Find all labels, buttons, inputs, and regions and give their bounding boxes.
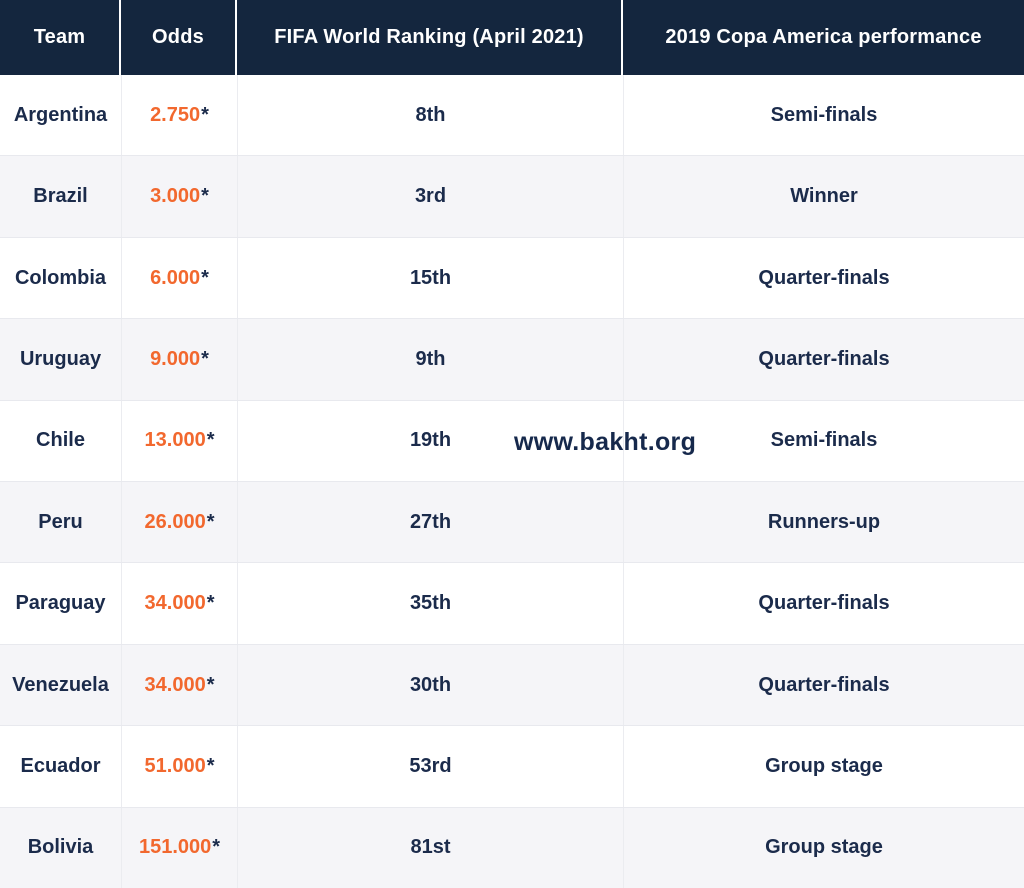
odds-value: 9.000 — [150, 347, 201, 370]
team-cell: Paraguay — [15, 592, 106, 615]
odds-value: 151.000 — [138, 836, 212, 859]
table-row-chile: Chile 13.000 * 19th Semi-finals — [0, 400, 1024, 483]
odds-asterisk: * — [206, 754, 215, 777]
table-row-colombia: Colombia 6.000 * 15th Quarter-finals — [0, 237, 1024, 320]
odds-cell: 34.000 * — [121, 644, 237, 726]
table-row-peru: Peru 26.000 * 27th Runners-up — [0, 482, 1024, 564]
team-cell: Venezuela — [12, 673, 109, 696]
ranking-cell: 15th — [237, 237, 623, 319]
odds-cell: 51.000 * — [121, 726, 237, 807]
ranking-cell: 19th — [237, 400, 623, 482]
ranking-cell: 30th — [237, 644, 623, 726]
odds-cell: 6.000 * — [121, 237, 237, 319]
odds-asterisk: * — [206, 429, 215, 452]
table-row-ecuador: Ecuador 51.000 * 53rd Group stage — [0, 726, 1024, 808]
table-row-uruguay: Uruguay 9.000 * 9th Quarter-finals — [0, 319, 1024, 401]
odds-asterisk: * — [201, 185, 209, 208]
odds-asterisk: * — [201, 347, 209, 370]
table-row-venezuela: Venezuela 34.000 * 30th Quarter-finals — [0, 644, 1024, 727]
odds-value: 13.000 — [144, 429, 206, 452]
odds-value: 2.750 — [150, 103, 201, 126]
performance-cell: Quarter-finals — [623, 237, 1024, 319]
odds-asterisk: * — [206, 592, 215, 615]
performance-cell: Quarter-finals — [623, 319, 1024, 400]
team-cell: Peru — [38, 510, 83, 533]
performance-cell: Quarter-finals — [623, 563, 1024, 644]
team-cell: Ecuador — [20, 754, 101, 777]
team-cell: Colombia — [14, 266, 107, 289]
table-body: Argentina 2.750 * 8th Semi-finals Brazil … — [0, 75, 1024, 888]
table-row-argentina: Argentina 2.750 * 8th Semi-finals — [0, 75, 1024, 157]
ranking-cell: 9th — [237, 319, 623, 400]
odds-cell: 9.000 * — [121, 319, 237, 400]
ranking-cell: 8th — [237, 75, 623, 156]
performance-cell: Runners-up — [623, 482, 1024, 563]
table-row-brazil: Brazil 3.000 * 3rd Winner — [0, 156, 1024, 238]
column-header-ranking: FIFA World Ranking (April 2021) — [237, 0, 623, 75]
odds-cell: 26.000 * — [121, 482, 237, 563]
odds-value: 34.000 — [144, 673, 206, 696]
odds-value: 51.000 — [144, 754, 206, 777]
column-header-team: Team — [0, 0, 121, 75]
ranking-cell: 35th — [237, 563, 623, 644]
odds-asterisk: * — [201, 266, 209, 289]
team-cell: Bolivia — [27, 836, 94, 859]
odds-cell: 2.750 * — [121, 75, 237, 156]
odds-asterisk: * — [201, 103, 209, 126]
team-cell: Uruguay — [19, 347, 102, 370]
table-row-paraguay: Paraguay 34.000 * 35th Quarter-finals — [0, 563, 1024, 645]
ranking-cell: 27th — [237, 482, 623, 563]
table-row-bolivia: Bolivia 151.000 * 81st Group stage — [0, 807, 1024, 888]
odds-asterisk: * — [206, 510, 215, 533]
odds-asterisk: * — [212, 836, 221, 859]
performance-cell: Quarter-finals — [623, 644, 1024, 726]
odds-value: 3.000 — [150, 185, 201, 208]
performance-cell: Winner — [623, 156, 1024, 237]
team-cell: Chile — [36, 429, 85, 452]
performance-cell: Semi-finals — [623, 400, 1024, 482]
odds-cell: 34.000 * — [121, 563, 237, 644]
odds-cell: 151.000 * — [121, 807, 237, 888]
table-header-row: Team Odds FIFA World Ranking (April 2021… — [0, 0, 1024, 75]
odds-value: 34.000 — [144, 592, 206, 615]
odds-cell: 13.000 * — [121, 400, 237, 482]
ranking-cell: 53rd — [237, 726, 623, 807]
performance-cell: Semi-finals — [623, 75, 1024, 156]
odds-asterisk: * — [206, 673, 215, 696]
performance-cell: Group stage — [623, 726, 1024, 807]
odds-cell: 3.000 * — [121, 156, 237, 237]
odds-value: 6.000 — [150, 266, 201, 289]
ranking-cell: 3rd — [237, 156, 623, 237]
ranking-cell: 81st — [237, 807, 623, 888]
team-cell: Brazil — [33, 185, 88, 208]
column-header-odds: Odds — [121, 0, 237, 75]
team-cell: Argentina — [13, 103, 108, 126]
performance-cell: Group stage — [623, 807, 1024, 888]
odds-value: 26.000 — [144, 510, 206, 533]
column-header-performance: 2019 Copa America performance — [623, 0, 1024, 75]
